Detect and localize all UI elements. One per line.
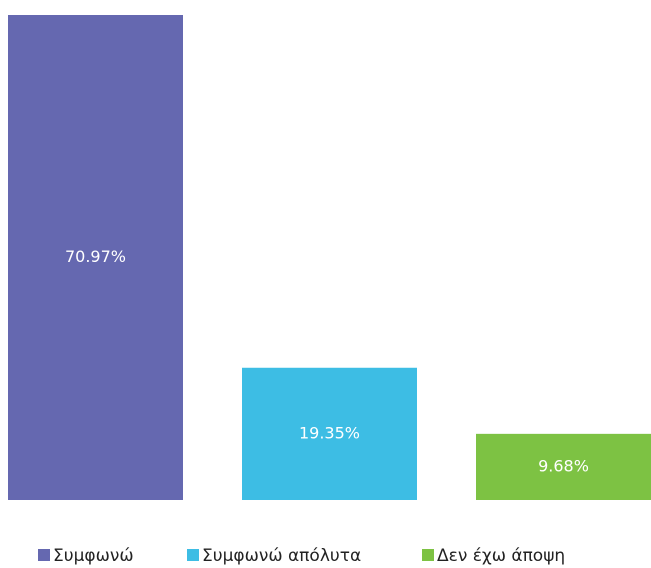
legend-swatch — [187, 549, 199, 561]
value-label: 70.97% — [65, 247, 126, 266]
legend-text: Συμφωνώ απόλυτα — [202, 546, 361, 566]
legend-text: Δεν έχω άποψη — [437, 546, 565, 566]
value-label: 19.35% — [299, 423, 360, 442]
bar — [8, 15, 183, 500]
legend-swatch — [422, 549, 434, 561]
legend-swatch — [38, 549, 50, 561]
bar — [476, 433, 651, 500]
bar — [242, 367, 417, 500]
value-label: 9.68% — [538, 456, 589, 475]
legend-text: Συμφωνώ — [53, 546, 134, 566]
